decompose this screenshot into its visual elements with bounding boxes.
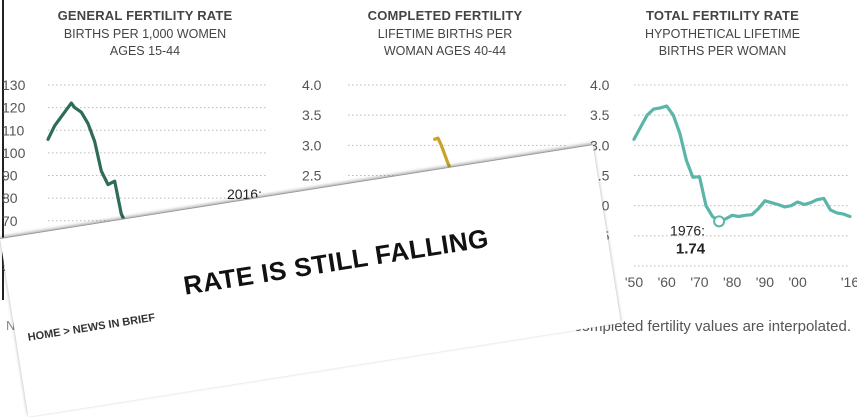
footnote: d completed fertility values are interpo… <box>561 318 851 335</box>
x-tick-label: '00 <box>789 274 807 290</box>
clipping-headline: RATE IS STILL FALLING <box>181 222 491 301</box>
y-tick-label: 90 <box>2 168 18 184</box>
y-tick-label: 3.0 <box>302 137 322 153</box>
annotation-label: 1976: <box>670 222 705 238</box>
breadcrumb-separator: > <box>62 325 71 339</box>
y-tick-label: 4.0 <box>590 77 610 93</box>
footnote-prefix: N <box>6 318 16 333</box>
chart-total-fertility: 4.03.53.02.52.01.51.0'50'60'70'80'90'00'… <box>590 77 857 290</box>
x-tick-label: '90 <box>756 274 774 290</box>
panel-title: GENERAL FERTILITY RATE <box>57 8 233 23</box>
y-tick-label: 3.5 <box>302 107 322 123</box>
annotation-marker <box>713 215 726 228</box>
breadcrumb: HOME > NEWS IN BRIEF <box>27 312 156 344</box>
breadcrumb-home[interactable]: HOME <box>27 326 62 344</box>
y-tick-label: 70 <box>2 213 18 229</box>
x-tick-label: '50 <box>625 274 643 290</box>
panel-subtitle: HYPOTHETICAL LIFETIME BIRTHS PER WOMAN <box>588 26 857 60</box>
panel-total-fertility: TOTAL FERTILITY RATE HYPOTHETICAL LIFETI… <box>588 0 857 300</box>
subtitle-line: HYPOTHETICAL LIFETIME <box>644 27 801 41</box>
y-tick-label: 130 <box>2 77 26 93</box>
y-tick-label: 3.5 <box>590 107 610 123</box>
y-tick-label: 110 <box>2 122 25 138</box>
panel-title: TOTAL FERTILITY RATE <box>645 8 800 23</box>
x-tick-label: '70 <box>690 274 708 290</box>
y-tick-label: 4.0 <box>302 77 322 93</box>
x-tick-label: '80 <box>723 274 741 290</box>
subtitle-line: LIFETIME BIRTHS PER <box>377 27 513 41</box>
y-tick-label: 2.5 <box>302 168 322 184</box>
panel-title: COMPLETED FERTILITY <box>367 8 523 23</box>
breadcrumb-section[interactable]: NEWS IN BRIEF <box>72 311 157 337</box>
y-tick-label: 100 <box>2 145 26 161</box>
x-tick-label: '16 <box>841 274 857 290</box>
subtitle-line: AGES 15-44 <box>109 44 181 58</box>
subtitle-line: BIRTHS PER 1,000 WOMEN <box>63 27 227 41</box>
figure-frame <box>2 0 857 300</box>
y-tick-label: 80 <box>2 190 18 206</box>
panel-subtitle: BIRTHS PER 1,000 WOMEN AGES 15-44 <box>0 26 290 60</box>
subtitle-line: BIRTHS PER WOMAN <box>658 44 787 58</box>
subtitle-line: WOMAN AGES 40-44 <box>383 44 507 58</box>
series-line <box>632 104 852 223</box>
panel-subtitle: LIFETIME BIRTHS PER WOMAN AGES 40-44 <box>300 26 590 60</box>
x-tick-label: '60 <box>658 274 676 290</box>
y-tick-label: 3.0 <box>590 137 610 153</box>
annotation-value: 1.74 <box>676 240 706 257</box>
y-tick-label: 120 <box>2 100 26 116</box>
